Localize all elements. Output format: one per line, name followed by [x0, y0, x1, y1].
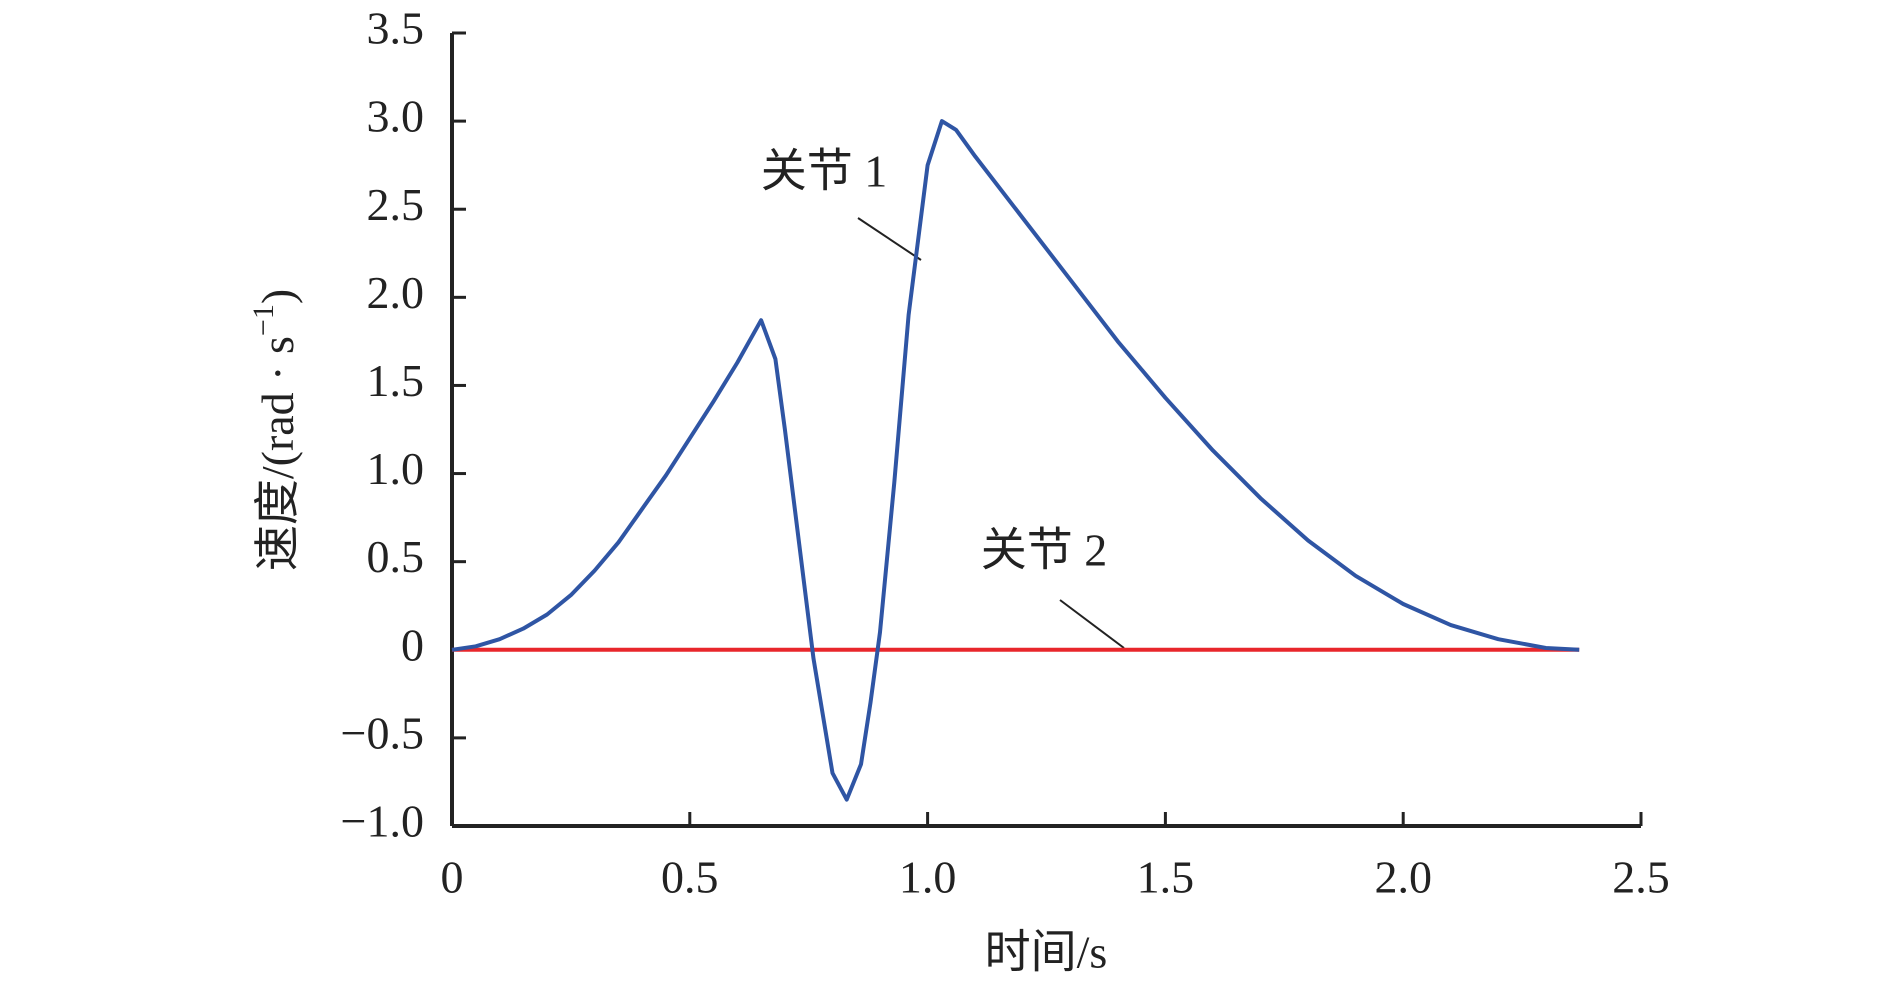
series-line — [451, 119, 1580, 802]
y-tick-label: 2.0 — [367, 267, 425, 318]
annotation: 关节 1 — [761, 146, 888, 197]
y-tick-label: 1.0 — [367, 443, 425, 494]
leader-line — [1059, 599, 1125, 649]
y-label-sup: −1 — [247, 304, 280, 336]
x-tick-label: 0 — [441, 852, 464, 903]
x-tick-label: 2.0 — [1374, 852, 1432, 903]
y-tick-label: 3.0 — [367, 91, 425, 142]
y-tick-label: 1.5 — [367, 355, 425, 406]
x-tick-label: 1.5 — [1137, 852, 1195, 903]
y-tick-label: 3.5 — [367, 3, 425, 54]
y-tick-label: 0 — [401, 619, 424, 670]
y-label-text: 速度/(rad · s — [252, 336, 303, 571]
x-axis-label: 时间/s — [985, 927, 1108, 978]
y-tick-label: 2.5 — [367, 179, 425, 230]
y-tick-label: 0.5 — [367, 531, 425, 582]
x-tick-label: 1.0 — [899, 852, 957, 903]
y-tick-label: −0.5 — [341, 707, 424, 758]
x-tick-label: 2.5 — [1612, 852, 1670, 903]
annotation: 关节 2 — [981, 525, 1108, 576]
y-tick-label: −1.0 — [341, 796, 424, 847]
y-label-end: ) — [252, 289, 303, 304]
leader-line — [857, 217, 922, 261]
x-tick-label: 0.5 — [661, 852, 719, 903]
y-axis-label: 速度/(rad · s−1) — [247, 289, 303, 571]
